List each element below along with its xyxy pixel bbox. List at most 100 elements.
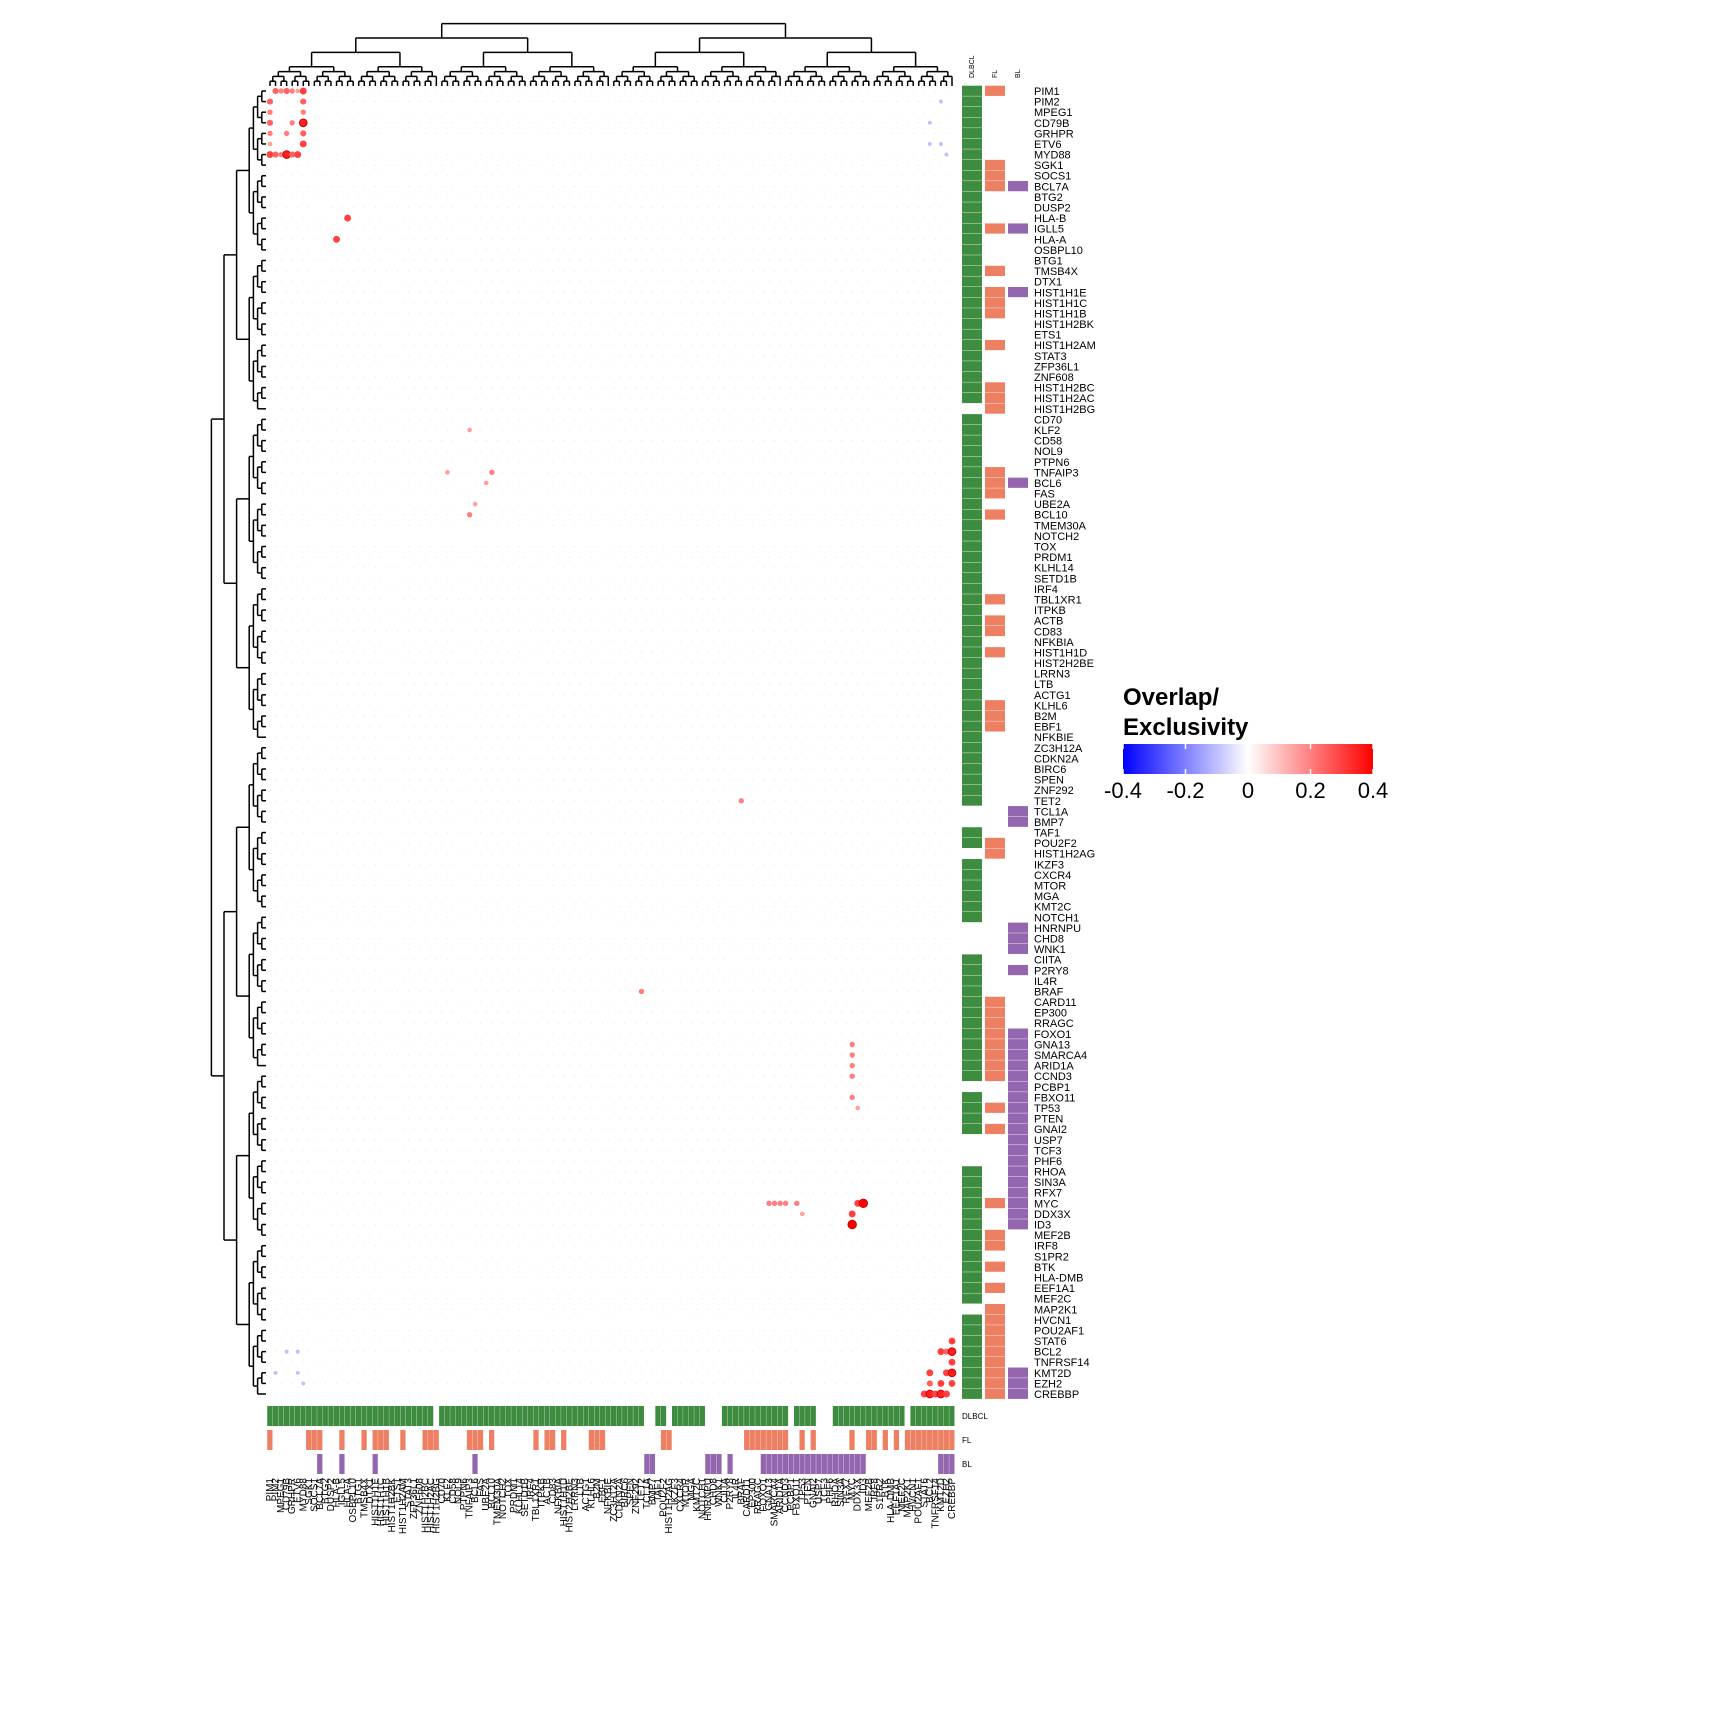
base-dot	[895, 461, 898, 463]
base-dot	[801, 344, 803, 346]
base-dot	[624, 683, 626, 685]
base-dot	[707, 651, 709, 654]
base-dot	[862, 143, 864, 145]
base-dot	[480, 238, 482, 240]
base-dot	[269, 620, 271, 622]
base-dot	[335, 408, 338, 410]
base-dot	[846, 577, 848, 579]
base-dot	[829, 397, 831, 399]
base-dot	[590, 90, 593, 92]
base-dot	[918, 270, 920, 272]
base-dot	[485, 206, 487, 209]
base-dot	[646, 281, 648, 283]
base-dot	[297, 609, 299, 611]
base-dot	[785, 334, 787, 336]
base-dot	[901, 175, 903, 177]
base-dot	[768, 535, 770, 537]
base-dot	[834, 641, 837, 643]
base-dot	[452, 334, 454, 336]
base-dot	[818, 651, 820, 654]
base-dot	[585, 185, 587, 187]
base-dot	[419, 630, 421, 632]
base-dot	[579, 641, 582, 643]
base-dot	[518, 334, 521, 336]
base-dot	[890, 683, 892, 685]
base-dot	[530, 757, 532, 759]
base-dot	[646, 535, 648, 537]
base-dot	[840, 778, 842, 781]
base-dot	[840, 206, 842, 209]
base-dot	[624, 429, 626, 431]
base-dot	[651, 609, 654, 611]
base-dot	[923, 344, 925, 346]
base-dot	[918, 630, 920, 632]
base-dot	[463, 567, 465, 569]
base-dot	[851, 461, 853, 463]
base-dot	[457, 259, 460, 262]
base-dot	[834, 492, 837, 495]
base-dot	[790, 365, 792, 368]
base-dot	[862, 757, 864, 759]
base-dot	[807, 100, 809, 103]
base-dot	[846, 408, 848, 410]
base-dot	[363, 376, 365, 378]
base-dot	[557, 535, 559, 537]
base-dot	[685, 800, 687, 802]
base-dot	[873, 588, 875, 590]
base-dot	[530, 206, 532, 209]
base-dot	[358, 471, 360, 473]
base-dot	[796, 630, 798, 632]
base-dot	[291, 810, 293, 812]
base-dot	[934, 196, 936, 198]
base-dot	[651, 673, 654, 675]
base-dot	[901, 344, 903, 346]
base-dot	[408, 736, 410, 738]
base-dot	[862, 524, 864, 526]
base-dot	[469, 238, 471, 240]
base-dot	[873, 228, 875, 230]
base-dot	[341, 524, 343, 526]
base-dot	[768, 471, 770, 473]
base-dot	[546, 175, 548, 177]
base-dot	[934, 450, 936, 452]
base-dot	[940, 651, 942, 654]
base-dot	[518, 228, 521, 230]
base-dot	[651, 694, 654, 696]
base-dot	[857, 641, 859, 643]
base-dot	[324, 662, 327, 664]
base-dot	[313, 662, 315, 664]
base-dot	[657, 704, 659, 707]
base-dot	[302, 281, 304, 283]
base-dot	[735, 810, 737, 812]
base-dot	[391, 620, 393, 622]
base-dot	[668, 365, 670, 368]
base-dot	[818, 100, 820, 103]
base-dot	[518, 122, 521, 124]
base-dot	[485, 164, 487, 166]
base-dot	[635, 641, 637, 643]
base-dot	[696, 100, 698, 103]
base-dot	[674, 312, 676, 315]
base-dot	[912, 323, 914, 325]
base-dot	[352, 270, 354, 272]
base-dot	[324, 492, 327, 495]
base-dot	[319, 376, 321, 378]
base-dot	[380, 556, 382, 558]
base-dot	[552, 778, 554, 781]
base-dot	[945, 535, 948, 537]
base-dot	[735, 238, 737, 240]
base-dot	[408, 397, 410, 399]
base-dot	[563, 249, 565, 251]
base-dot	[840, 482, 842, 484]
base-dot	[679, 683, 681, 685]
base-dot	[918, 439, 920, 442]
base-dot	[546, 641, 548, 643]
base-dot	[785, 397, 787, 399]
base-dot	[424, 259, 426, 262]
base-dot	[724, 365, 726, 368]
base-dot	[895, 376, 898, 378]
base-dot	[524, 556, 526, 558]
base-dot	[535, 471, 537, 473]
base-dot	[435, 90, 437, 92]
base-dot	[324, 620, 327, 622]
